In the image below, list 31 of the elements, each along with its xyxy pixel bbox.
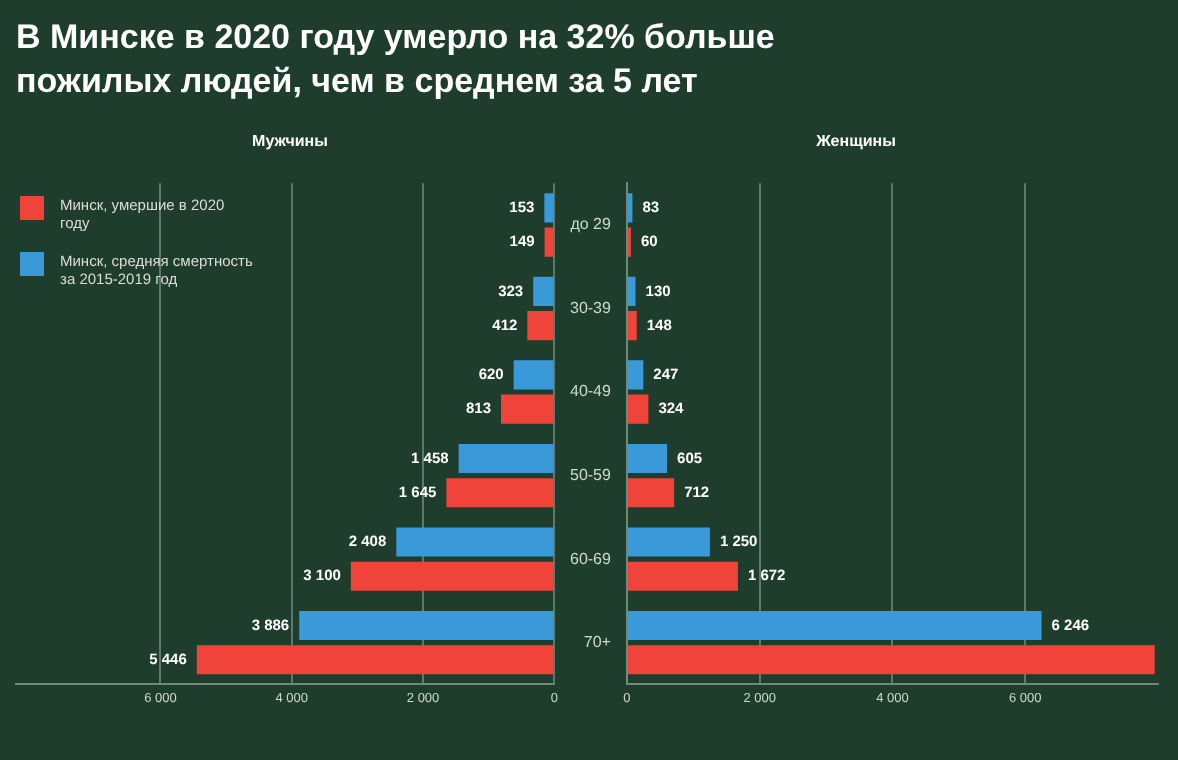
bar (527, 311, 554, 341)
chart-title: В Минске в 2020 году умерло на 32% больше пожилых людей, чем в среднем за 5 лет (16, 16, 777, 104)
y-tick-label: 40-49 (569, 382, 613, 401)
chart-subtitle: Мужчины (252, 132, 329, 151)
bar (299, 610, 554, 641)
y-tick-label: 30-39 (569, 298, 613, 317)
bar (513, 360, 554, 390)
bar (446, 478, 554, 508)
bar (544, 193, 554, 223)
y-tick-label: 60-69 (569, 549, 613, 568)
bar (458, 443, 554, 473)
bar (627, 478, 675, 508)
chart-subtitle: Женщины (814, 132, 897, 151)
bar (533, 276, 554, 306)
y-tick-label: 70+ (583, 633, 612, 652)
bar (627, 394, 649, 424)
y-tick-label: до 29 (570, 215, 612, 234)
bar (627, 527, 710, 557)
y-tick-label: 50-59 (569, 465, 613, 484)
bar (627, 311, 637, 341)
bar (627, 443, 668, 473)
bar (350, 561, 554, 591)
bar (627, 360, 644, 390)
bar (396, 527, 554, 557)
bar (501, 394, 554, 424)
bar (627, 276, 636, 306)
bar (544, 227, 554, 257)
bar (627, 610, 1042, 641)
bar (627, 645, 1155, 675)
bar (627, 561, 738, 591)
bar (196, 645, 554, 675)
